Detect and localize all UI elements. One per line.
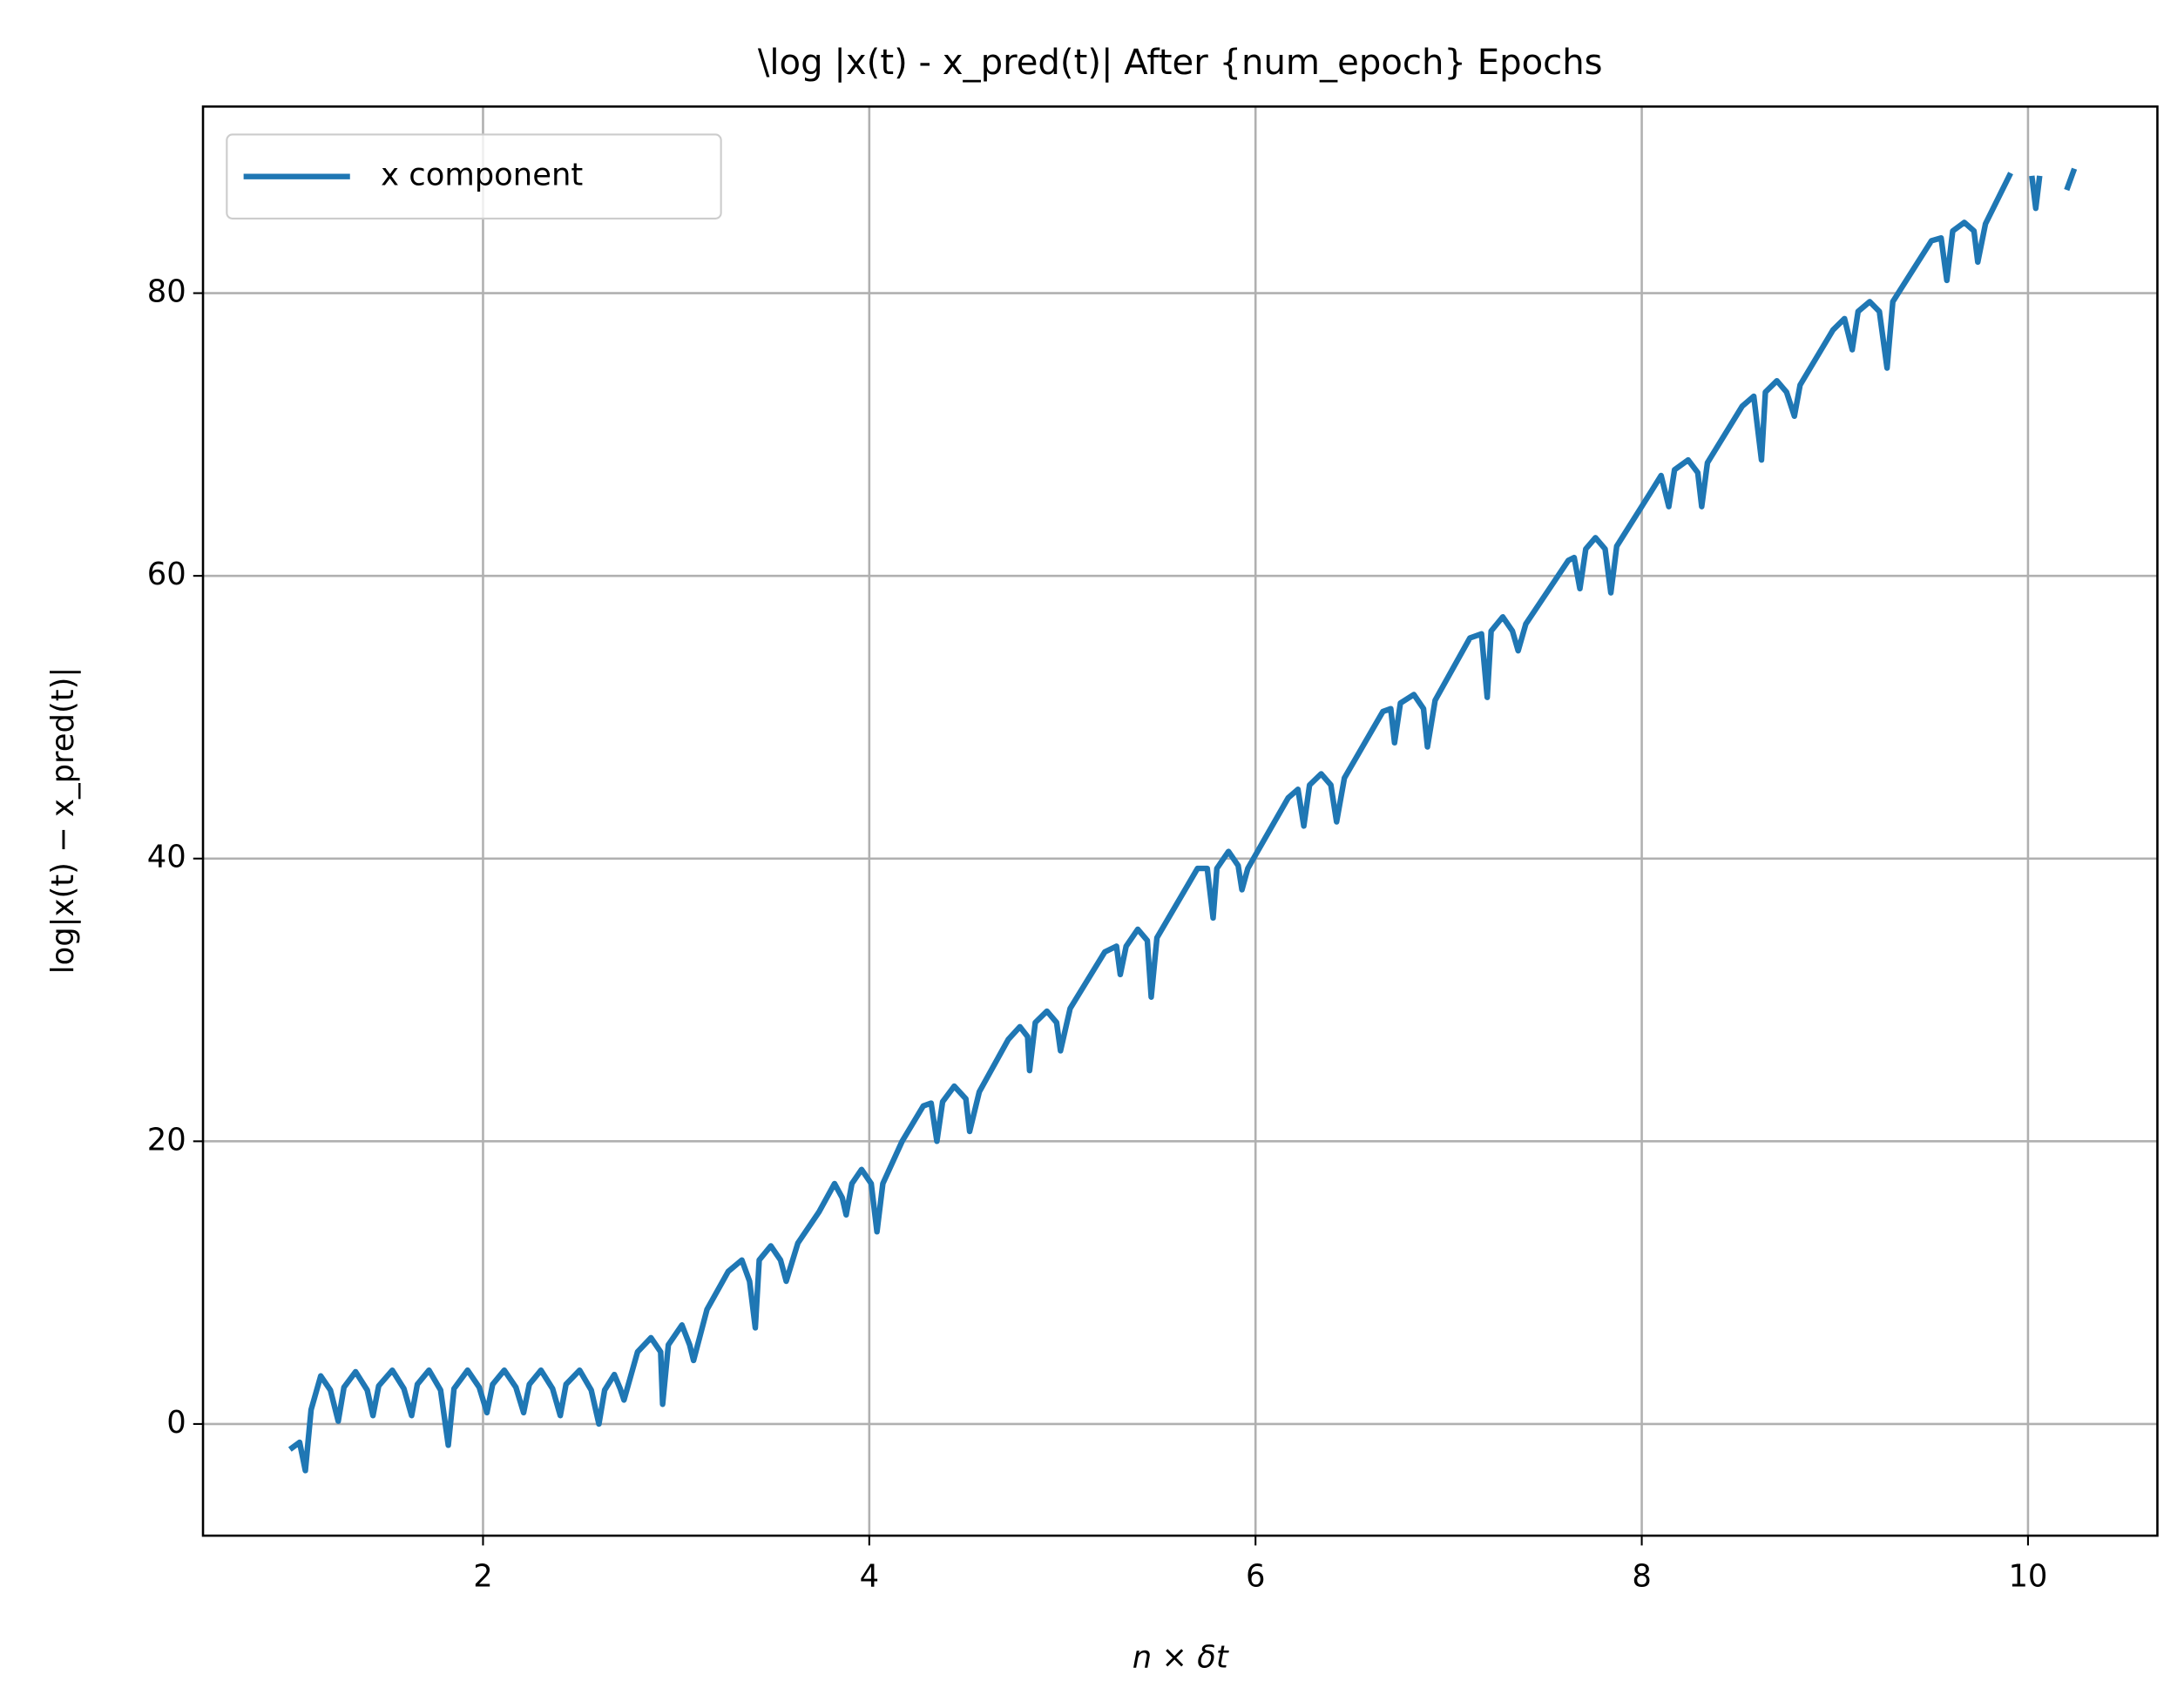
legend-label: x component	[381, 158, 583, 193]
data-line	[287, 167, 2078, 1474]
chart-title: \log |x(t) - x_pred(t)| After {num_epoch…	[758, 43, 1603, 83]
x-tick-label: 4	[860, 1558, 880, 1594]
x-tick-label: 10	[2008, 1558, 2047, 1594]
plot-frame	[201, 105, 2159, 1537]
legend-box	[226, 133, 722, 219]
x-tick-label: 8	[1632, 1558, 1652, 1594]
x-axis-label: n × δt	[1133, 1640, 1229, 1676]
y-axis-label: log|x(t) − x_pred(t)|	[45, 667, 81, 975]
y-tick-label: 60	[147, 557, 186, 592]
y-tick-label: 40	[147, 840, 186, 875]
y-tick-label: 0	[166, 1405, 186, 1441]
x-tick-label: 6	[1246, 1558, 1266, 1594]
y-tick-label: 80	[147, 274, 186, 310]
x-tick-label: 2	[473, 1558, 493, 1594]
y-tick-label: 20	[147, 1122, 186, 1158]
